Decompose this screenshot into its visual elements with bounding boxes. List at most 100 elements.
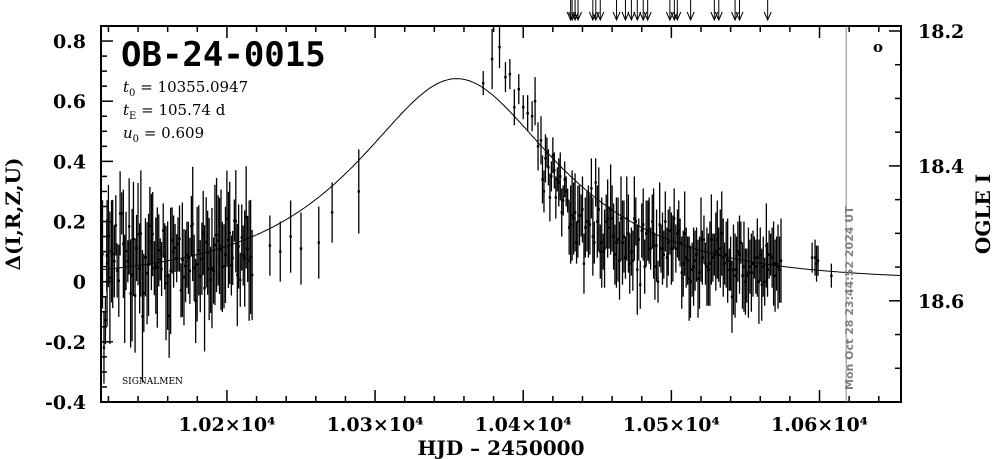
- y-tick-label: -0.2: [45, 332, 86, 354]
- data-point: [698, 271, 701, 274]
- data-point: [745, 274, 748, 277]
- data-point: [526, 112, 529, 115]
- data-point: [170, 239, 174, 242]
- data-point: [830, 274, 833, 277]
- data-point: [739, 241, 743, 244]
- data-point: [766, 268, 769, 271]
- y-axis-title: Δ(I,R,Z,U): [1, 158, 25, 271]
- epoch-arrow-head: [714, 11, 723, 22]
- data-point: [653, 265, 657, 268]
- data-point: [672, 217, 676, 220]
- data-point: [616, 238, 620, 241]
- data-point: [662, 253, 666, 256]
- data-point: [719, 247, 722, 250]
- data-point: [553, 169, 556, 172]
- data-point: [105, 262, 109, 265]
- data-point: [630, 250, 633, 253]
- data-point: [742, 265, 746, 268]
- timestamp-label: Mon Oct 28 23:44:52 2024 UT: [843, 206, 856, 390]
- data-point: [711, 256, 715, 259]
- data-point: [102, 346, 106, 349]
- data-point: [175, 257, 178, 260]
- data-point: [640, 229, 643, 232]
- data-point: [735, 268, 738, 271]
- data-point: [148, 224, 152, 228]
- data-point: [207, 267, 211, 271]
- x-tick-label: 1.02×10⁴: [178, 414, 275, 436]
- data-point: [689, 280, 692, 283]
- data-point: [613, 253, 617, 256]
- data-point: [163, 255, 166, 258]
- data-point: [550, 175, 553, 178]
- data-point: [658, 223, 661, 226]
- data-point: [145, 272, 149, 275]
- data-point: [590, 187, 593, 190]
- data-point: [779, 259, 783, 262]
- data-point: [191, 222, 194, 226]
- data-point: [156, 266, 159, 269]
- data-point: [548, 196, 552, 199]
- data-point: [219, 248, 223, 251]
- data-point: [118, 212, 122, 215]
- data-point: [723, 262, 726, 265]
- data-point: [187, 256, 190, 260]
- data-point: [225, 217, 229, 221]
- data-point: [612, 235, 615, 238]
- param-t0: t0 = 10355.0947: [123, 78, 248, 99]
- data-point: [751, 262, 755, 265]
- data-point: [741, 274, 744, 277]
- data-point: [206, 251, 209, 255]
- data-point: [199, 275, 202, 278]
- data-point: [144, 256, 147, 259]
- data-point: [203, 287, 206, 290]
- data-point: [619, 217, 623, 220]
- data-point: [732, 268, 735, 271]
- data-point: [615, 241, 618, 244]
- data-point: [674, 247, 678, 250]
- model-curve: [100, 78, 901, 276]
- data-point: [247, 259, 251, 262]
- data-point: [221, 265, 224, 269]
- x-tick-label: 1.04×10⁴: [475, 414, 572, 436]
- data-point: [594, 181, 597, 184]
- data-point: [767, 253, 771, 256]
- y-tick-label: 0.8: [53, 31, 86, 53]
- data-point: [209, 278, 212, 282]
- data-point: [618, 259, 621, 262]
- data-point: [113, 260, 116, 263]
- data-point: [631, 259, 635, 262]
- data-point: [222, 265, 226, 268]
- y2-tick-label: 18.6: [918, 291, 964, 313]
- epoch-arrow-head: [643, 11, 652, 22]
- data-point: [576, 220, 580, 223]
- data-point: [765, 244, 768, 247]
- data-point: [578, 214, 581, 217]
- data-point: [754, 265, 758, 268]
- data-point: [554, 196, 558, 199]
- data-point: [678, 241, 682, 244]
- data-point: [607, 226, 611, 229]
- data-point: [707, 268, 710, 271]
- data-point: [667, 241, 670, 244]
- data-point: [775, 262, 778, 265]
- data-point: [649, 247, 652, 250]
- tick-labels: 1.02×10⁴ 1.03×10⁴ 1.04×10⁴ 1.05×10⁴ 1.06×10⁴…: [45, 21, 964, 436]
- data-point: [202, 231, 205, 235]
- data-point: [162, 229, 165, 232]
- data-point: [656, 280, 660, 283]
- data-point: [696, 277, 700, 280]
- data-point: [692, 265, 695, 268]
- x-tick-label: 1.06×10⁴: [771, 414, 868, 436]
- data-point: [636, 268, 639, 271]
- data-point: [136, 232, 140, 236]
- data-point: [773, 274, 777, 277]
- data-point: [141, 315, 144, 318]
- data-point: [212, 269, 215, 272]
- data-point: [559, 175, 562, 178]
- data-point: [567, 226, 571, 229]
- data-point: [173, 246, 177, 250]
- data-point: [556, 178, 559, 181]
- data-point: [215, 233, 218, 237]
- data-point: [606, 217, 609, 220]
- data-point: [299, 247, 303, 250]
